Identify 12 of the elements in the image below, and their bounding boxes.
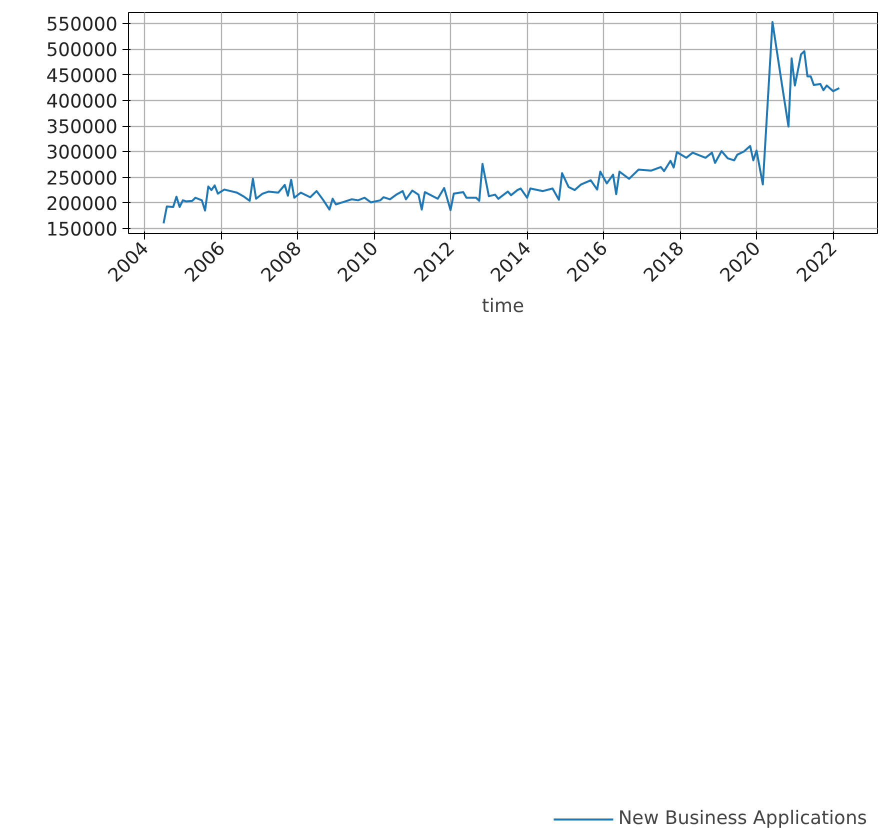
y-tick-label: 550000 <box>46 14 118 36</box>
x-axis-title: time <box>482 296 524 317</box>
y-tick-label: 500000 <box>46 40 118 62</box>
y-tick-label: 150000 <box>46 219 118 240</box>
y-tick-label: 450000 <box>46 66 118 87</box>
y-tick-label: 300000 <box>46 142 118 164</box>
y-tick-label: 200000 <box>46 194 118 215</box>
y-tick-label: 350000 <box>46 117 118 138</box>
line-series <box>162 21 840 224</box>
y-tick-label: 250000 <box>46 168 118 190</box>
legend-label: New Business Applications <box>618 808 867 829</box>
y-tick-label: 400000 <box>46 91 118 112</box>
